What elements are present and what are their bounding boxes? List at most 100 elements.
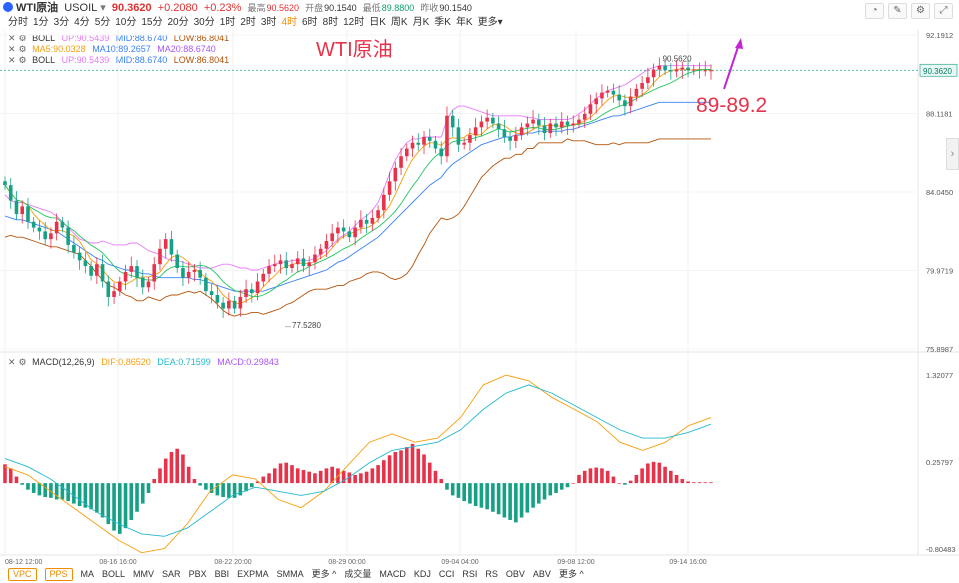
- macd-histogram-bar: [456, 483, 461, 498]
- timeframe-6[interactable]: 15分: [141, 17, 163, 28]
- candle-body: [232, 300, 237, 309]
- macd-histogram-bar: [54, 483, 59, 500]
- indicator-item-4[interactable]: PBX: [188, 569, 207, 579]
- fullscreen-icon[interactable]: ⤢: [934, 3, 953, 19]
- close-icon[interactable]: ✕: [8, 55, 16, 65]
- macd-histogram-bar: [181, 454, 185, 484]
- macd-histogram-bar: [450, 483, 455, 496]
- macd-histogram-bar: [89, 483, 93, 510]
- indicator-item-7[interactable]: SMMA: [276, 569, 304, 579]
- timeframe-5[interactable]: 10分: [115, 17, 137, 28]
- symbol-code[interactable]: USOIL: [64, 2, 98, 14]
- settings-icon[interactable]: ⚙: [911, 3, 930, 19]
- macd-histogram-bar: [244, 483, 248, 492]
- timeframe-21[interactable]: 更多▾: [477, 17, 503, 28]
- macd-histogram-bar: [192, 479, 197, 484]
- indicator-item-1[interactable]: BOLL: [102, 569, 126, 579]
- tag-vpc[interactable]: VPC: [8, 568, 37, 581]
- timeframe-7[interactable]: 20分: [167, 17, 189, 28]
- timeframe-18[interactable]: 月K: [412, 17, 430, 28]
- timeframe-15[interactable]: 12时: [343, 17, 365, 28]
- candle-body: [198, 269, 202, 278]
- macd-histogram-bar: [479, 483, 484, 508]
- indicator-item-12[interactable]: CCI: [438, 569, 455, 579]
- close-icon[interactable]: ✕: [8, 357, 16, 367]
- settings-icon[interactable]: ⚙: [18, 33, 27, 43]
- indicator-item-17[interactable]: 更多 ^: [558, 569, 584, 579]
- timeframe-12[interactable]: 4时: [281, 17, 297, 28]
- macd-histogram-bar: [26, 483, 30, 490]
- candle-body: [473, 127, 478, 136]
- brush-icon[interactable]: ✎: [888, 3, 907, 19]
- chevron-right-icon[interactable]: ›: [946, 138, 959, 170]
- timeframe-8[interactable]: 30分: [193, 17, 215, 28]
- timeframe-13[interactable]: 6时: [302, 17, 318, 28]
- annotation-title: WTI原油: [316, 38, 393, 61]
- macd-histogram-bar: [186, 466, 191, 484]
- candle-body: [313, 254, 317, 263]
- candle-body: [250, 289, 254, 294]
- timeframe-11[interactable]: 3时: [260, 17, 277, 28]
- prev-close-label: 昨收: [420, 3, 439, 13]
- macd-histogram-bar: [399, 450, 403, 484]
- indicator-item-11[interactable]: KDJ: [413, 569, 431, 579]
- tag-pps[interactable]: PPS: [44, 568, 73, 581]
- timeframe-0[interactable]: 分时: [8, 17, 28, 28]
- indicator-item-2[interactable]: MMV: [133, 569, 155, 579]
- settings-icon[interactable]: ⚙: [18, 357, 27, 367]
- candle-body: [146, 281, 151, 288]
- candle-body: [387, 181, 392, 195]
- indicator-item-3[interactable]: SAR: [162, 569, 181, 579]
- settings-icon[interactable]: ⚙: [18, 55, 27, 65]
- timeframe-17[interactable]: 周K: [390, 17, 408, 28]
- boll-up-value: UP:90.5439: [61, 55, 110, 65]
- settings-icon[interactable]: ⚙: [18, 44, 27, 54]
- timeframe-10[interactable]: 2时: [240, 17, 256, 28]
- gauge-icon[interactable]: ◔: [865, 3, 884, 19]
- symbol-name[interactable]: WTI原油: [16, 2, 59, 14]
- close-icon[interactable]: ✕: [8, 44, 16, 54]
- macd-histogram-bar: [175, 448, 179, 484]
- close-icon[interactable]: ✕: [8, 33, 16, 43]
- macd-histogram-bar: [422, 454, 426, 484]
- timeframe-20[interactable]: 年K: [455, 17, 473, 28]
- timeframe-9[interactable]: 1时: [219, 17, 236, 28]
- indicator-item-14[interactable]: RS: [485, 569, 498, 579]
- candle-body: [657, 65, 662, 70]
- timeframe-14[interactable]: 8时: [322, 17, 339, 28]
- macd-histogram-bar: [37, 483, 42, 496]
- timeframe-3[interactable]: 4分: [74, 17, 90, 28]
- indicator-item-16[interactable]: ABV: [532, 569, 551, 579]
- timeframe-19[interactable]: 季K: [434, 17, 451, 28]
- open-label: 开盘: [305, 3, 324, 13]
- macd-y-tick-label: 0.25797: [926, 458, 953, 467]
- indicator-item-0[interactable]: MA: [80, 569, 95, 579]
- candle-body: [209, 291, 214, 296]
- indicator-item-5[interactable]: BBI: [214, 569, 230, 579]
- indicator-item-8[interactable]: 更多 ^: [311, 569, 337, 579]
- boll-low-value: LOW:86.8041: [173, 33, 230, 43]
- candle-body: [152, 264, 157, 282]
- macd-histogram-bar: [542, 483, 547, 500]
- indicator-item-13[interactable]: RSI: [462, 569, 478, 579]
- timeframe-16[interactable]: 日K: [369, 17, 386, 28]
- candle-body: [617, 94, 621, 101]
- timeframe-4[interactable]: 5分: [94, 17, 111, 28]
- macd-histogram-bar: [605, 470, 610, 484]
- macd-histogram-bar: [582, 470, 587, 484]
- candle-body: [456, 127, 461, 145]
- indicator-item-6[interactable]: EXPMA: [237, 569, 269, 579]
- chevron-down-icon[interactable]: ▾: [100, 2, 106, 14]
- boll-mid-value: MID:88.6740: [115, 55, 168, 65]
- indicator-item-9[interactable]: 成交量: [344, 569, 372, 579]
- timeframe-1[interactable]: 1分: [33, 17, 49, 28]
- candle-body: [427, 136, 432, 141]
- indicator-item-10[interactable]: MACD: [379, 569, 406, 579]
- macd-histogram-bar: [565, 483, 570, 488]
- indicator-item-15[interactable]: OBV: [505, 569, 525, 579]
- macd-histogram-bar: [117, 483, 122, 534]
- candle-body: [404, 148, 409, 157]
- timeframe-2[interactable]: 3分: [53, 17, 70, 28]
- macd-histogram-bar: [376, 465, 380, 484]
